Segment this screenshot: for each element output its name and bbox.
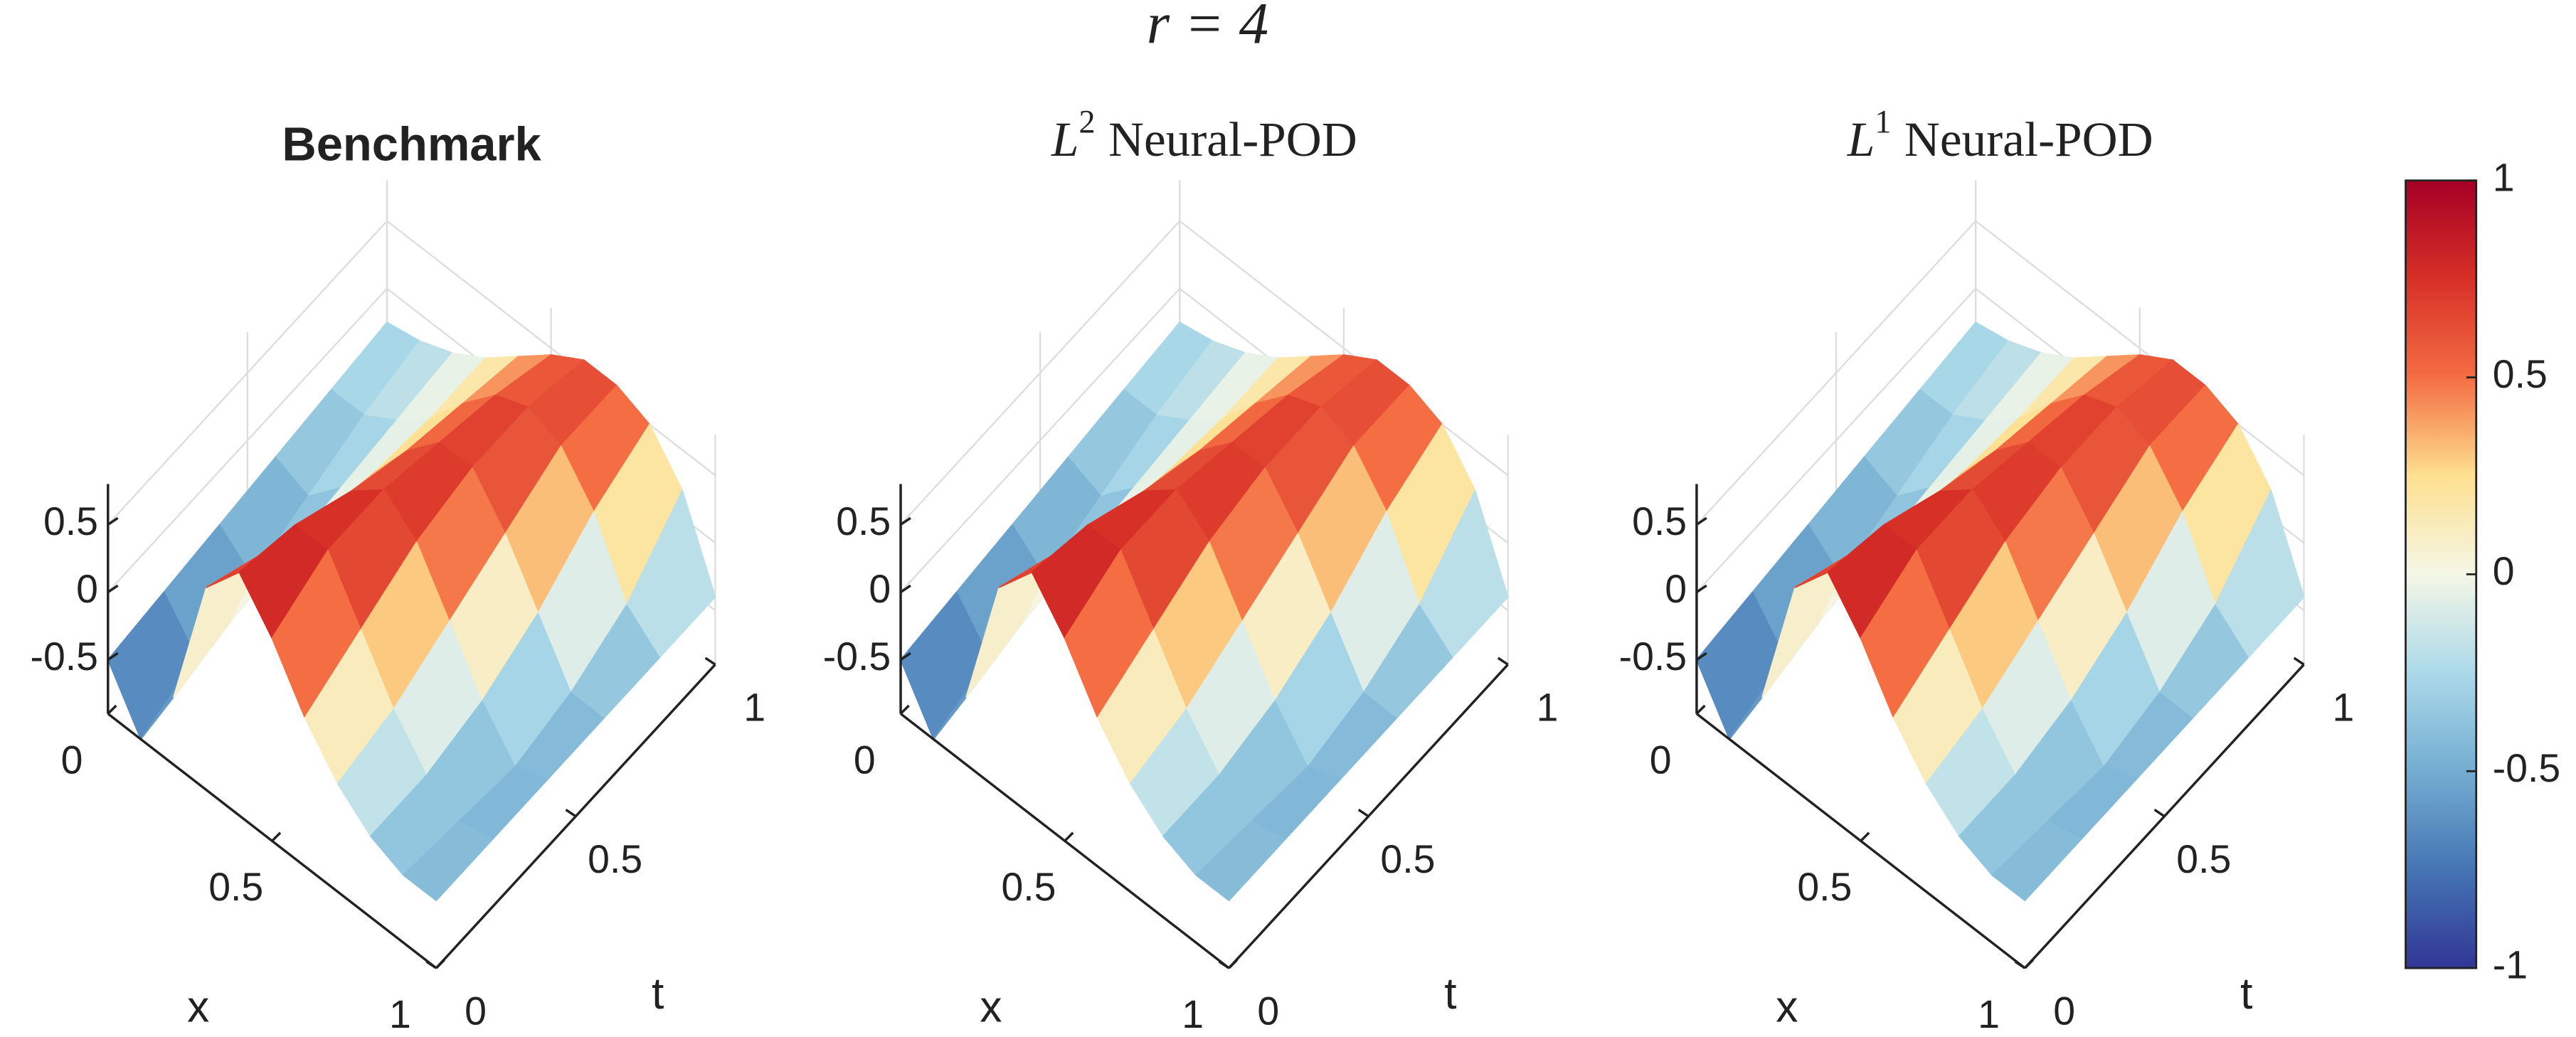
title-text: Neural-POD bbox=[1904, 112, 2153, 166]
t-axis-label: t bbox=[652, 969, 664, 1019]
z-tick-label: -0.5 bbox=[1619, 634, 1687, 679]
x-axis-label: x bbox=[187, 982, 209, 1031]
surface-patch bbox=[1195, 820, 1286, 902]
x-tick bbox=[107, 704, 117, 715]
z-tick bbox=[1695, 584, 1707, 593]
t-tick bbox=[1497, 656, 1509, 666]
y-tick-label: 0 bbox=[1257, 989, 1279, 1033]
figure-title: r = 4 bbox=[1147, 0, 1268, 56]
panel-title: L1 Neural-POD bbox=[1847, 103, 2153, 166]
t-tick bbox=[565, 809, 577, 818]
x-tick bbox=[899, 704, 910, 715]
x-tick bbox=[2024, 959, 2035, 969]
z-tick bbox=[107, 516, 119, 526]
title-sup: 1 bbox=[1875, 103, 1891, 139]
x-tick bbox=[271, 831, 282, 842]
panel-title: Benchmark bbox=[282, 117, 541, 171]
x-axis-label: x bbox=[1776, 982, 1798, 1031]
t-axis-label: t bbox=[1444, 969, 1456, 1019]
y-tick-label: 1 bbox=[1537, 686, 1559, 730]
x-tick-label: 1 bbox=[389, 992, 411, 1036]
z-tick-label: 0 bbox=[869, 567, 891, 611]
z-tick-label: -0.5 bbox=[823, 634, 891, 679]
z-tick bbox=[107, 584, 119, 593]
colorbar-tick-label: -0.5 bbox=[2493, 746, 2560, 790]
t-tick bbox=[2014, 960, 2026, 969]
surface-patch bbox=[1991, 820, 2082, 902]
z-tick-label: 0 bbox=[1665, 567, 1687, 611]
title-base: L bbox=[1847, 112, 1875, 166]
y-tick-label: 1 bbox=[743, 686, 765, 730]
z-tick bbox=[107, 652, 119, 661]
z-tick bbox=[1695, 516, 1707, 526]
t-axis-label: t bbox=[2240, 969, 2252, 1019]
y-tick-label: 0 bbox=[465, 989, 487, 1033]
z-tick-label: 0.5 bbox=[43, 499, 98, 543]
y-tick-label: 0 bbox=[2053, 989, 2075, 1033]
z-tick-label: 0.5 bbox=[836, 499, 891, 543]
title-base: L bbox=[1051, 112, 1078, 166]
x-tick bbox=[1228, 959, 1239, 969]
t-tick bbox=[1357, 809, 1369, 818]
title-sup: 2 bbox=[1078, 103, 1095, 139]
y-tick-label: 0.5 bbox=[1380, 837, 1435, 881]
x-tick-label: 0 bbox=[1650, 738, 1672, 782]
surface-patch bbox=[403, 820, 493, 902]
x-tick bbox=[1860, 831, 1870, 842]
z-tick bbox=[900, 652, 911, 661]
t-tick bbox=[704, 656, 716, 666]
t-tick bbox=[1218, 960, 1230, 969]
t-tick bbox=[2153, 809, 2166, 818]
x-tick-label: 0.5 bbox=[208, 865, 263, 909]
colorbar-tick-label: -1 bbox=[2493, 943, 2528, 987]
colorbar-tick-label: 0 bbox=[2493, 549, 2515, 593]
z-tick-label: 0 bbox=[76, 567, 98, 611]
title-text: Neural-POD bbox=[1108, 112, 1357, 166]
z-tick bbox=[900, 584, 911, 593]
panel-title: L2 Neural-POD bbox=[1051, 103, 1357, 166]
x-tick bbox=[435, 959, 445, 969]
x-tick-label: 1 bbox=[1978, 992, 2000, 1036]
t-tick bbox=[425, 960, 438, 969]
y-tick-label: 1 bbox=[2332, 686, 2354, 730]
y-tick-label: 0.5 bbox=[588, 837, 642, 881]
z-tick-label: -0.5 bbox=[31, 634, 98, 679]
x-tick-label: 0 bbox=[854, 738, 876, 782]
colorbar-tick-label: 0.5 bbox=[2493, 352, 2548, 396]
x-tick-label: 0.5 bbox=[1002, 865, 1056, 909]
z-tick bbox=[900, 516, 911, 526]
x-tick-label: 1 bbox=[1182, 992, 1204, 1036]
z-tick bbox=[1695, 652, 1707, 661]
z-tick-label: 0.5 bbox=[1632, 499, 1687, 543]
x-axis-label: x bbox=[980, 982, 1002, 1031]
x-tick bbox=[1064, 831, 1074, 842]
x-tick-label: 0 bbox=[61, 738, 83, 782]
x-tick-label: 0.5 bbox=[1797, 865, 1852, 909]
t-tick bbox=[2293, 656, 2305, 666]
x-tick bbox=[1695, 704, 1706, 715]
colorbar bbox=[2405, 179, 2478, 969]
y-tick-label: 0.5 bbox=[2176, 837, 2231, 881]
colorbar-tick-label: 1 bbox=[2493, 155, 2515, 199]
